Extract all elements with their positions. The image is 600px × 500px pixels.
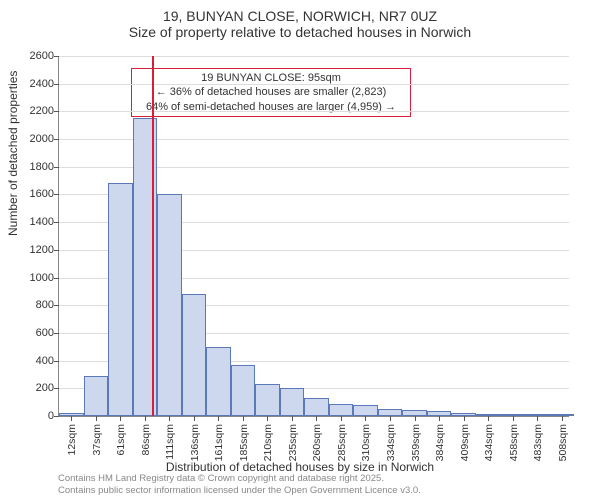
gridline — [59, 111, 569, 112]
title-address: 19, BUNYAN CLOSE, NORWICH, NR7 0UZ — [0, 8, 600, 24]
plot-area: 19 BUNYAN CLOSE: 95sqm ← 36% of detached… — [58, 56, 569, 417]
x-tick-label: 86sqm — [140, 424, 152, 464]
histogram-bar — [231, 365, 256, 416]
y-tick-label: 2600 — [14, 50, 54, 62]
x-tick-label: 508sqm — [557, 424, 569, 464]
x-tick-label: 161sqm — [213, 424, 225, 464]
y-tick — [54, 416, 59, 417]
x-tick-label: 483sqm — [532, 424, 544, 464]
histogram-bar — [353, 405, 378, 416]
x-tick — [243, 416, 244, 421]
x-tick-label: 310sqm — [360, 424, 372, 464]
x-tick — [365, 416, 366, 421]
x-tick — [562, 416, 563, 421]
histogram-bar — [378, 409, 403, 416]
histogram-bar — [108, 183, 133, 416]
y-tick — [54, 278, 59, 279]
annotation-line2: ← 36% of detached houses are smaller (2,… — [138, 85, 404, 99]
x-tick-label: 285sqm — [336, 424, 348, 464]
y-tick-label: 1000 — [14, 272, 54, 284]
x-tick — [488, 416, 489, 421]
y-tick-label: 1400 — [14, 216, 54, 228]
y-tick-label: 600 — [14, 327, 54, 339]
x-tick-label: 111sqm — [164, 424, 176, 464]
x-tick — [390, 416, 391, 421]
gridline — [59, 56, 569, 57]
x-tick-label: 37sqm — [91, 424, 103, 464]
y-tick-label: 0 — [14, 410, 54, 422]
histogram-bar — [84, 376, 109, 416]
x-tick-label: 185sqm — [238, 424, 250, 464]
x-tick — [439, 416, 440, 421]
y-tick-label: 2400 — [14, 78, 54, 90]
x-tick — [194, 416, 195, 421]
y-tick — [54, 361, 59, 362]
y-tick-label: 400 — [14, 355, 54, 367]
x-tick-label: 12sqm — [66, 424, 78, 464]
y-tick — [54, 111, 59, 112]
y-tick — [54, 139, 59, 140]
x-tick-label: 136sqm — [189, 424, 201, 464]
y-tick-label: 200 — [14, 382, 54, 394]
histogram-bar — [255, 384, 280, 416]
y-axis-label: Number of detached properties — [6, 71, 20, 236]
annotation-box: 19 BUNYAN CLOSE: 95sqm ← 36% of detached… — [131, 68, 411, 117]
x-tick-label: 334sqm — [385, 424, 397, 464]
x-tick — [96, 416, 97, 421]
x-tick — [71, 416, 72, 421]
x-tick — [218, 416, 219, 421]
histogram-bar — [182, 294, 207, 416]
x-tick-label: 434sqm — [483, 424, 495, 464]
footer-text: Contains HM Land Registry data © Crown c… — [58, 473, 421, 496]
y-tick — [54, 84, 59, 85]
y-tick-label: 1800 — [14, 161, 54, 173]
x-tick — [464, 416, 465, 421]
x-tick — [169, 416, 170, 421]
x-tick — [145, 416, 146, 421]
y-tick — [54, 333, 59, 334]
y-tick-label: 800 — [14, 299, 54, 311]
histogram-bar — [157, 194, 182, 416]
title-block: 19, BUNYAN CLOSE, NORWICH, NR7 0UZ Size … — [0, 0, 600, 40]
histogram-bar — [304, 398, 329, 416]
x-tick-label: 260sqm — [311, 424, 323, 464]
footer-line2: Contains public sector information licen… — [58, 485, 421, 496]
x-tick — [267, 416, 268, 421]
x-tick-label: 384sqm — [434, 424, 446, 464]
y-tick-label: 2200 — [14, 105, 54, 117]
title-subtitle: Size of property relative to detached ho… — [0, 24, 600, 40]
y-tick-label: 1200 — [14, 244, 54, 256]
x-tick — [415, 416, 416, 421]
y-tick — [54, 222, 59, 223]
histogram-bar — [329, 404, 354, 416]
x-tick-label: 235sqm — [287, 424, 299, 464]
y-tick — [54, 56, 59, 57]
y-tick-label: 1600 — [14, 188, 54, 200]
gridline — [59, 84, 569, 85]
x-tick-label: 458sqm — [508, 424, 520, 464]
x-tick-label: 359sqm — [410, 424, 422, 464]
y-tick-label: 2000 — [14, 133, 54, 145]
x-tick — [513, 416, 514, 421]
x-tick — [120, 416, 121, 421]
y-tick — [54, 194, 59, 195]
footer-line1: Contains HM Land Registry data © Crown c… — [58, 473, 421, 484]
x-tick — [316, 416, 317, 421]
y-tick — [54, 388, 59, 389]
x-tick — [292, 416, 293, 421]
y-tick — [54, 305, 59, 306]
y-tick — [54, 167, 59, 168]
histogram-bar — [206, 347, 231, 416]
x-tick-label: 409sqm — [459, 424, 471, 464]
histogram-bar — [280, 388, 305, 416]
x-tick-label: 210sqm — [262, 424, 274, 464]
marker-line — [152, 56, 154, 416]
x-tick — [537, 416, 538, 421]
x-tick-label: 61sqm — [115, 424, 127, 464]
y-tick — [54, 250, 59, 251]
chart-container: 19, BUNYAN CLOSE, NORWICH, NR7 0UZ Size … — [0, 0, 600, 500]
x-tick — [341, 416, 342, 421]
